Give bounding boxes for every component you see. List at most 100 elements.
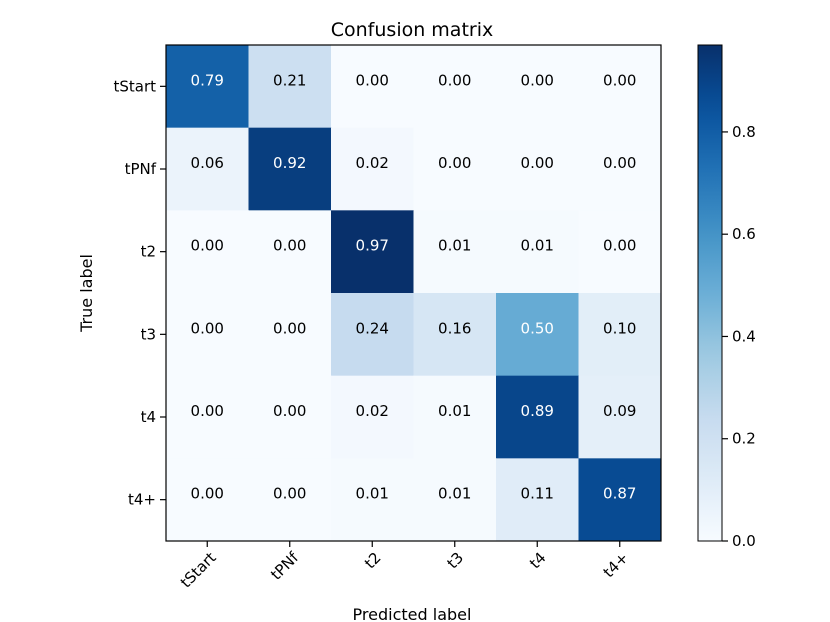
x-axis-ticks: tStart tPNf t2 t3 t4 t4+ xyxy=(177,541,632,591)
cell-value-label: 0.89 xyxy=(521,402,554,420)
y-tick-label: tStart xyxy=(113,77,156,95)
cell-value-label: 0.00 xyxy=(273,485,306,503)
heatmap-cell-r2-c4 xyxy=(496,210,579,294)
heatmap-cell-r4-c3 xyxy=(413,375,497,459)
heatmap-cell-r3-c0 xyxy=(166,293,249,377)
cell-value-label: 0.87 xyxy=(603,485,636,503)
heatmap-cell-r3-c3 xyxy=(413,293,497,377)
heatmap-cell-r3-c5 xyxy=(578,293,662,377)
heatmap-cell-r4-c2 xyxy=(331,375,414,459)
cell-value-label: 0.97 xyxy=(356,237,389,255)
cell-value-label: 0.00 xyxy=(191,319,224,337)
y-tick-label: t2 xyxy=(141,243,156,261)
cell-value-label: 0.00 xyxy=(521,71,554,89)
cell-value-label: 0.92 xyxy=(273,154,306,172)
cell-value-label: 0.01 xyxy=(438,485,471,503)
y-tick-label: tPNf xyxy=(125,160,157,178)
heatmap-cell-r4-c0 xyxy=(166,375,249,459)
cell-value-label: 0.00 xyxy=(603,71,636,89)
cell-value-label: 0.50 xyxy=(521,319,554,337)
cell-value-label: 0.10 xyxy=(603,319,636,337)
cell-value-label: 0.00 xyxy=(273,319,306,337)
heatmap-cell-r5-c1 xyxy=(248,458,332,542)
cell-value-label: 0.79 xyxy=(191,71,224,89)
x-tick-label: tStart xyxy=(177,549,220,592)
y-tick-label: t4 xyxy=(141,408,156,426)
cell-value-label: 0.00 xyxy=(273,237,306,255)
cell-value-label: 0.02 xyxy=(356,154,389,172)
cell-value-label: 0.00 xyxy=(273,402,306,420)
cell-value-label: 0.16 xyxy=(438,319,471,337)
heatmap-cell-r4-c1 xyxy=(248,375,332,459)
colorbar-tick-label: 0.4 xyxy=(732,327,756,345)
cell-value-label: 0.00 xyxy=(191,237,224,255)
cell-value-label: 0.00 xyxy=(603,237,636,255)
heatmap-cell-labels: 0.79 0.21 0.00 0.00 0.00 0.00 0.06 0.92 0.02 0.00… xyxy=(191,71,637,502)
heatmap-cell-r1-c1 xyxy=(248,127,332,211)
heatmap-cell-r3-c1 xyxy=(248,293,332,377)
x-tick-label: t4 xyxy=(526,549,550,573)
x-axis-label: Predicted label xyxy=(353,605,472,622)
colorbar-tick-label: 0.2 xyxy=(732,430,756,448)
cell-value-label: 0.00 xyxy=(356,71,389,89)
colorbar-tick-label: 0.6 xyxy=(732,225,756,243)
y-axis-label: True label xyxy=(77,254,96,333)
heatmap-cell-r4-c4 xyxy=(496,375,579,459)
cell-value-label: 0.01 xyxy=(438,402,471,420)
x-tick-label: t4+ xyxy=(600,549,633,582)
heatmap-cell-r0-c0 xyxy=(166,45,249,129)
y-tick-label: t4+ xyxy=(128,491,156,509)
heatmap-cell-r1-c3 xyxy=(413,127,497,211)
cell-value-label: 0.00 xyxy=(603,154,636,172)
colorbar: 0.0 0.2 0.4 0.6 0.8 xyxy=(697,44,756,550)
y-tick-label: t3 xyxy=(141,325,156,343)
y-axis-ticks: tStart tPNf t2 t3 t4 t4+ xyxy=(113,77,166,509)
cell-value-label: 0.01 xyxy=(521,237,554,255)
heatmap-cell-r2-c5 xyxy=(578,210,662,294)
heatmap-cell-r5-c2 xyxy=(331,458,414,542)
heatmap-cell-r2-c2 xyxy=(331,210,414,294)
colorbar-tick-label: 0.8 xyxy=(732,123,756,141)
cell-value-label: 0.00 xyxy=(438,71,471,89)
cell-value-label: 0.24 xyxy=(356,319,389,337)
cell-value-label: 0.00 xyxy=(191,485,224,503)
heatmap-cell-r5-c3 xyxy=(413,458,497,542)
colorbar-gradient xyxy=(697,44,723,542)
cell-value-label: 0.01 xyxy=(356,485,389,503)
heatmap-cell-r1-c4 xyxy=(496,127,579,211)
heatmap-cell-r1-c5 xyxy=(578,127,662,211)
chart-title: Confusion matrix xyxy=(331,19,493,41)
cell-value-label: 0.21 xyxy=(273,71,306,89)
heatmap-cell-r0-c4 xyxy=(496,45,579,129)
cell-value-label: 0.06 xyxy=(191,154,224,172)
heatmap-cell-r1-c0 xyxy=(166,127,249,211)
heatmap-cell-r5-c4 xyxy=(496,458,579,542)
cell-value-label: 0.11 xyxy=(521,485,554,503)
cell-value-label: 0.02 xyxy=(356,402,389,420)
x-tick-label: t2 xyxy=(361,549,385,573)
colorbar-ticks: 0.0 0.2 0.4 0.6 0.8 xyxy=(722,123,756,550)
heatmap-cell-r0-c2 xyxy=(331,45,414,129)
heatmap-cell-r2-c1 xyxy=(248,210,332,294)
heatmap-cell-r3-c4 xyxy=(496,293,579,377)
heatmap-cell-r2-c3 xyxy=(413,210,497,294)
colorbar-tick-label: 0.0 xyxy=(732,532,756,550)
heatmap-cell-r0-c5 xyxy=(578,45,662,129)
cell-value-label: 0.09 xyxy=(603,402,636,420)
cell-value-label: 0.00 xyxy=(521,154,554,172)
plot-frame xyxy=(165,44,662,542)
heatmap-cell-r1-c2 xyxy=(331,127,414,211)
heatmap-cell-r5-c5 xyxy=(578,458,662,542)
heatmap-cells xyxy=(166,45,662,542)
heatmap-cell-r2-c0 xyxy=(166,210,249,294)
x-tick-label: tPNf xyxy=(267,548,302,583)
heatmap-cell-r5-c0 xyxy=(166,458,249,542)
cell-value-label: 0.00 xyxy=(438,154,471,172)
cell-value-label: 0.01 xyxy=(438,237,471,255)
heatmap-cell-r0-c1 xyxy=(248,45,332,129)
cell-value-label: 0.00 xyxy=(191,402,224,420)
x-tick-label: t3 xyxy=(443,549,467,573)
heatmap-cell-r3-c2 xyxy=(331,293,414,377)
